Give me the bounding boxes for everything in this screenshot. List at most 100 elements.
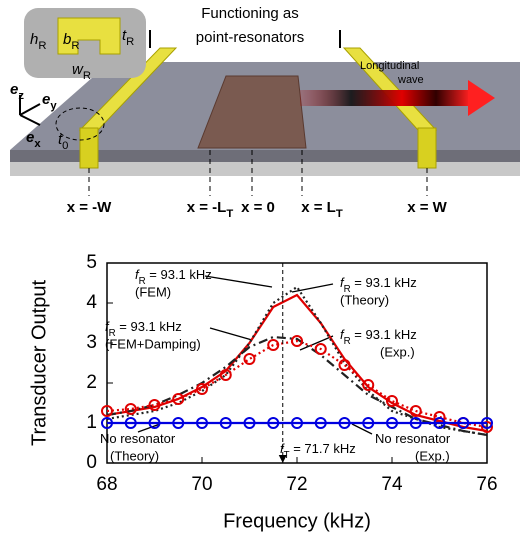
data-point [172,393,185,405]
position-label-part: x = W [407,199,447,216]
inset-label-part: b [63,31,71,48]
annotation-part: R [109,328,116,339]
annotation-part: f [340,327,345,342]
inset-label: bR [63,31,79,52]
data-point [314,417,327,429]
base-plate [10,162,520,176]
annotation-part: = 93.1 kHz [351,275,417,290]
axis-label-part: e [10,81,18,98]
y-tick-label: 1 [86,412,97,433]
annotation: fR = 93.1 kHz [105,319,182,339]
x-axis-label: Frequency (kHz) [223,510,371,532]
data-point [243,353,256,365]
y-tick-label: 3 [86,332,97,353]
plate-edge [10,150,520,162]
zoom-ellipse [55,107,105,141]
series-line [106,293,488,433]
data-point [409,417,422,429]
y-tick-label: 5 [86,252,97,273]
data-point [386,395,398,407]
inset-label-part: R [71,40,79,52]
annotation-part: f [135,267,140,282]
annotation-line2: (FEM) [135,284,171,299]
annotation: No resonator [375,431,451,446]
data-point [338,359,351,371]
annotation-part: = 71.7 kHz [290,441,356,456]
data-point [267,339,280,351]
position-label-part: x = L [301,199,336,216]
inset-label-part: h [30,31,38,48]
y-tick-label: 0 [86,452,97,473]
series-line [106,339,488,429]
annotation-part: T [284,450,290,461]
annotation-part: R [139,276,146,287]
data-point [196,383,208,395]
data-point [314,343,327,355]
data-point [124,403,137,415]
thickness-label-part: t [58,131,63,148]
annotation-line2: (Theory) [110,448,159,463]
data-point [362,417,375,429]
x-tick-label: 74 [381,474,403,495]
y-axis-label: Transducer Output [28,280,50,446]
annotation-part: No resonator [100,431,176,446]
inset-label: wR [72,61,91,82]
wave-arrow [300,90,470,106]
y-tick-label: 4 [86,292,97,313]
inset-resonator [57,17,121,55]
position-label-part: x = 0 [241,199,275,216]
data-point [291,335,303,347]
y-tick-label: 2 [86,372,97,393]
annotation: fR = 93.1 kHz [340,275,417,295]
axis-ey [19,103,41,116]
data-point [267,417,280,429]
position-label-part: x = -L [187,199,227,216]
annotation-part: R [344,336,351,347]
position-label-part: x = -W [67,199,112,216]
inset-label-part: R [38,40,46,52]
inset-label: tR [122,27,134,48]
series-line [106,335,488,437]
annotation-part: = 93.1 kHz [146,267,212,282]
schematic [10,8,520,196]
data-point [148,399,161,411]
axis-label-part: y [50,100,57,112]
annotation-part: = 93.1 kHz [116,319,182,334]
x-tick-label: 72 [286,474,307,495]
position-label: x = LT [301,199,343,220]
annotation-part: f [105,319,110,334]
data-point [481,417,493,429]
inset-label-part: R [83,70,91,82]
data-point [433,417,446,429]
axis-label: ex [26,129,41,150]
data-point [148,417,161,429]
axis-label: ez [10,81,24,102]
data-point [219,369,232,381]
axis-label-part: e [42,91,50,108]
data-point [101,405,113,417]
position-label-part: T [226,208,233,220]
data-point [457,417,470,429]
data-point [243,417,256,429]
position-label: x = W [407,199,447,216]
wave-label: Longitudinal [360,60,419,72]
annotation-line2: (Theory) [340,292,389,307]
axis-ex [19,114,41,126]
annotation-line2: (FEM+Damping) [105,336,201,351]
reference-arrow [278,455,287,463]
thickness-label-part: 0 [62,140,68,152]
wave-label: wave [397,74,424,86]
data-point [219,417,232,429]
annotation-part: = 93.1 kHz [351,327,417,342]
x-tick-label: 70 [191,474,212,495]
annotation-line2: (Exp.) [415,448,450,463]
series-line [106,285,488,437]
axis-label-part: z [18,90,24,102]
annotation-part: R [344,284,351,295]
annotation: No resonator [100,431,176,446]
annotation-part: f [340,275,345,290]
annotation-line2: (Exp.) [380,344,415,359]
data-point [409,405,422,417]
left-resonator-front [79,127,99,169]
